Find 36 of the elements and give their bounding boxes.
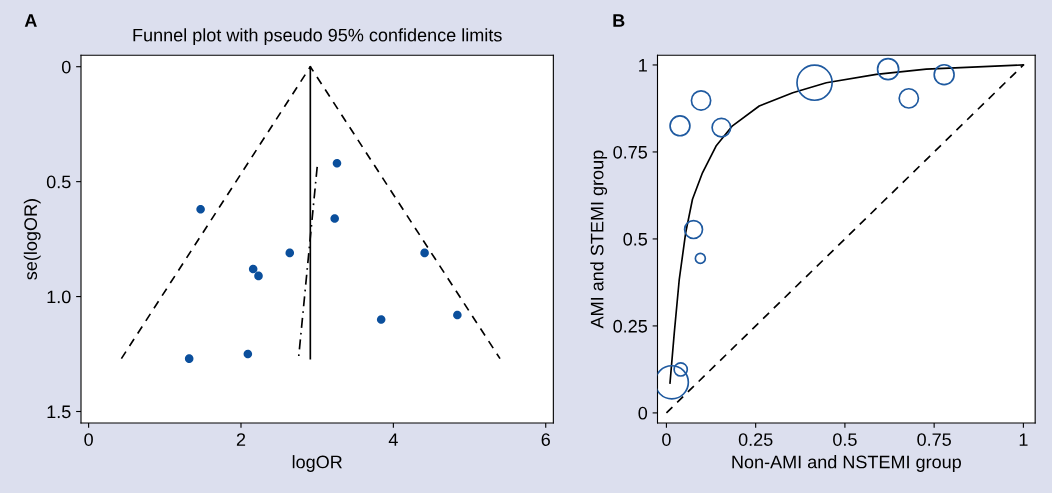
y-tick-label: 0 <box>638 406 648 420</box>
x-tick-label: 0.25 <box>738 433 773 446</box>
y-tick-label: 0.5 <box>46 175 71 189</box>
y-tick-label: 0 <box>61 60 71 74</box>
point <box>196 204 205 214</box>
x-axis-title: Non-AMI and NSTEMI group <box>732 455 961 472</box>
x-tick-label: 0 <box>84 433 93 446</box>
x-tick-label: 0.75 <box>917 433 951 446</box>
text: A <box>24 14 37 27</box>
x-axis-title: logOR <box>292 455 342 472</box>
point <box>248 264 258 274</box>
point <box>184 354 194 363</box>
y-tick-label: 0.75 <box>613 145 648 159</box>
x-tick-label: 1 <box>1019 433 1028 446</box>
y-tick-label: 0.25 <box>613 319 648 333</box>
x-tick-label: 6 <box>541 433 550 446</box>
x-tick-label: 0 <box>662 433 671 446</box>
x-tick-label: 4 <box>388 433 398 446</box>
y-axis-title: se(logOR) <box>23 199 41 280</box>
point <box>285 248 295 258</box>
point <box>243 349 253 359</box>
chart-title: Funnel plot with pseudo 95% confidence limits <box>133 28 502 46</box>
point <box>376 315 386 324</box>
point <box>254 271 263 281</box>
y-axis-title: AMI and STEMI group <box>590 150 608 329</box>
x-tick-label: 2 <box>236 433 246 446</box>
text: B <box>613 14 625 27</box>
y-tick-label: 1.5 <box>47 405 71 419</box>
point <box>332 158 342 168</box>
y-tick-label: 0.5 <box>623 232 648 246</box>
x-tick-label: 0.5 <box>833 433 857 446</box>
point <box>453 310 462 320</box>
point <box>330 214 339 223</box>
y-tick-label: 1 <box>639 59 647 72</box>
y-tick-label: 1.0 <box>47 290 71 304</box>
point <box>420 248 429 258</box>
